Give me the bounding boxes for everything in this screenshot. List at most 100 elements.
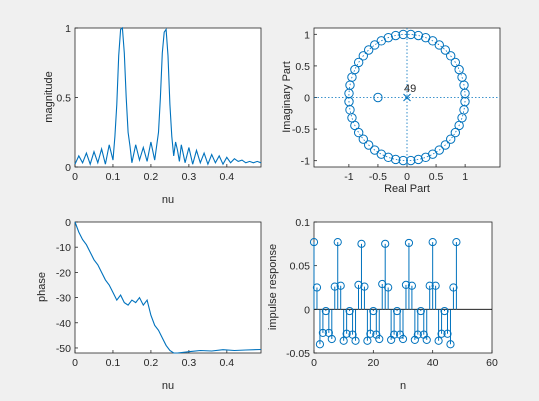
x-tick-label: 0.1 xyxy=(106,171,121,183)
x-tick-label: 0 xyxy=(404,171,410,183)
stem-marker xyxy=(443,329,452,338)
stem-marker xyxy=(381,239,390,248)
stem-marker xyxy=(342,329,351,338)
zero-marker xyxy=(434,40,444,50)
zero-marker xyxy=(376,36,386,46)
stem-marker xyxy=(318,328,327,338)
y-tick-label: -0.5 xyxy=(292,124,310,136)
zero-marker xyxy=(353,127,364,138)
stem-marker xyxy=(360,282,369,291)
axis-ticks: 0 0.1 0.2 0.3 0.4 0 0.5 1 xyxy=(56,23,234,183)
stem-marker xyxy=(345,306,354,316)
stem-marker xyxy=(312,283,322,292)
zero-marker xyxy=(450,57,461,68)
zero-marker xyxy=(373,92,383,103)
stem-marker xyxy=(336,281,345,290)
stem-marker xyxy=(369,306,378,316)
zero-marker xyxy=(353,57,364,68)
zero-marker xyxy=(446,51,456,61)
stem-marker xyxy=(437,329,446,338)
x-tick-label: 0.1 xyxy=(106,357,121,369)
stem-marker xyxy=(422,335,431,344)
stem-marker xyxy=(431,281,440,290)
axis-ticks: -1 -0.5 0 0.5 1 -1 -0.5 0 0.5 1 xyxy=(292,29,468,183)
y-tick-label: 0.5 xyxy=(56,93,71,105)
stem-marker xyxy=(440,306,449,316)
stem-marker xyxy=(378,279,387,289)
x-tick-label: -0.5 xyxy=(369,171,387,183)
x-tick-label: -1 xyxy=(344,171,353,183)
y-tick-label: 0.1 xyxy=(295,217,310,229)
stem-marker xyxy=(395,330,405,339)
zero-marker xyxy=(390,154,401,165)
y-axis-label: Imaginary Part xyxy=(281,61,293,133)
zero-marker xyxy=(358,51,368,61)
stem-marker xyxy=(354,280,363,289)
stem-marker xyxy=(339,336,348,345)
y-tick-label: 0.05 xyxy=(290,261,311,273)
stem-marker xyxy=(446,340,455,349)
zero-marker xyxy=(420,32,431,43)
stem-marker xyxy=(372,330,381,339)
stem-marker xyxy=(449,283,458,292)
x-tick-label: 40 xyxy=(427,357,439,369)
x-axis-label: n xyxy=(400,380,406,392)
zero-marker xyxy=(446,134,456,144)
x-tick-label: 0.3 xyxy=(182,357,197,369)
zero-marker xyxy=(350,120,360,131)
y-tick-label: -40 xyxy=(56,318,71,330)
y-tick-label: -30 xyxy=(56,293,71,305)
x-tick-label: 60 xyxy=(486,357,498,369)
zero-marker xyxy=(370,40,380,50)
x-tick-label: 20 xyxy=(367,357,379,369)
y-tick-label: 1 xyxy=(65,23,71,35)
phase-plot: 0 0.1 0.2 0.3 0.4 0 -10 -20 -30 -40 -50 nu phase xyxy=(36,217,262,392)
y-tick-label: 0 xyxy=(304,304,310,316)
stem-marker xyxy=(357,239,366,248)
stem-marker xyxy=(363,336,372,345)
stem-marker xyxy=(392,306,402,316)
zero-marker xyxy=(460,96,470,107)
y-axis-label: magnitude xyxy=(43,71,55,122)
zero-marker xyxy=(413,30,424,41)
pole-marker xyxy=(403,93,411,102)
x-tick-label: 0 xyxy=(72,357,78,369)
stem-marker xyxy=(428,237,437,247)
x-tick-label: 0.3 xyxy=(182,171,197,183)
stem-marker xyxy=(321,306,330,316)
zero-marker xyxy=(454,64,464,75)
y-tick-label: -20 xyxy=(56,267,71,279)
y-tick-label: 0.5 xyxy=(295,61,310,73)
y-tick-label: -50 xyxy=(56,343,71,355)
plot-marks xyxy=(314,28,500,167)
zero-marker xyxy=(358,134,368,144)
x-tick-label: 0.4 xyxy=(220,357,235,369)
zero-marker xyxy=(398,155,408,166)
zero-marker xyxy=(440,140,451,150)
zero-marker xyxy=(434,145,444,155)
plot-marks xyxy=(74,26,262,166)
x-tick-label: 0 xyxy=(72,171,78,183)
stem-marker xyxy=(425,281,434,290)
x-axis-label: nu xyxy=(162,380,174,392)
y-tick-label: 0 xyxy=(65,162,71,174)
y-tick-label: 1 xyxy=(304,29,310,41)
stem-marker xyxy=(416,306,425,316)
y-axis-label: phase xyxy=(36,272,48,302)
stem-marker xyxy=(452,237,461,247)
stem-marker xyxy=(407,281,416,290)
stem-marker xyxy=(401,280,411,289)
x-tick-label: 0.4 xyxy=(220,171,235,183)
plot-marks xyxy=(309,237,492,349)
zero-marker xyxy=(370,145,380,155)
stem-marker xyxy=(390,330,399,339)
stem-marker xyxy=(327,334,336,344)
zero-multiplicity-label: 49 xyxy=(404,83,416,95)
y-tick-label: -10 xyxy=(56,242,71,254)
zero-marker xyxy=(363,45,374,55)
zero-marker xyxy=(398,29,408,40)
plot-marks xyxy=(74,221,262,354)
stem-marker xyxy=(413,330,422,339)
